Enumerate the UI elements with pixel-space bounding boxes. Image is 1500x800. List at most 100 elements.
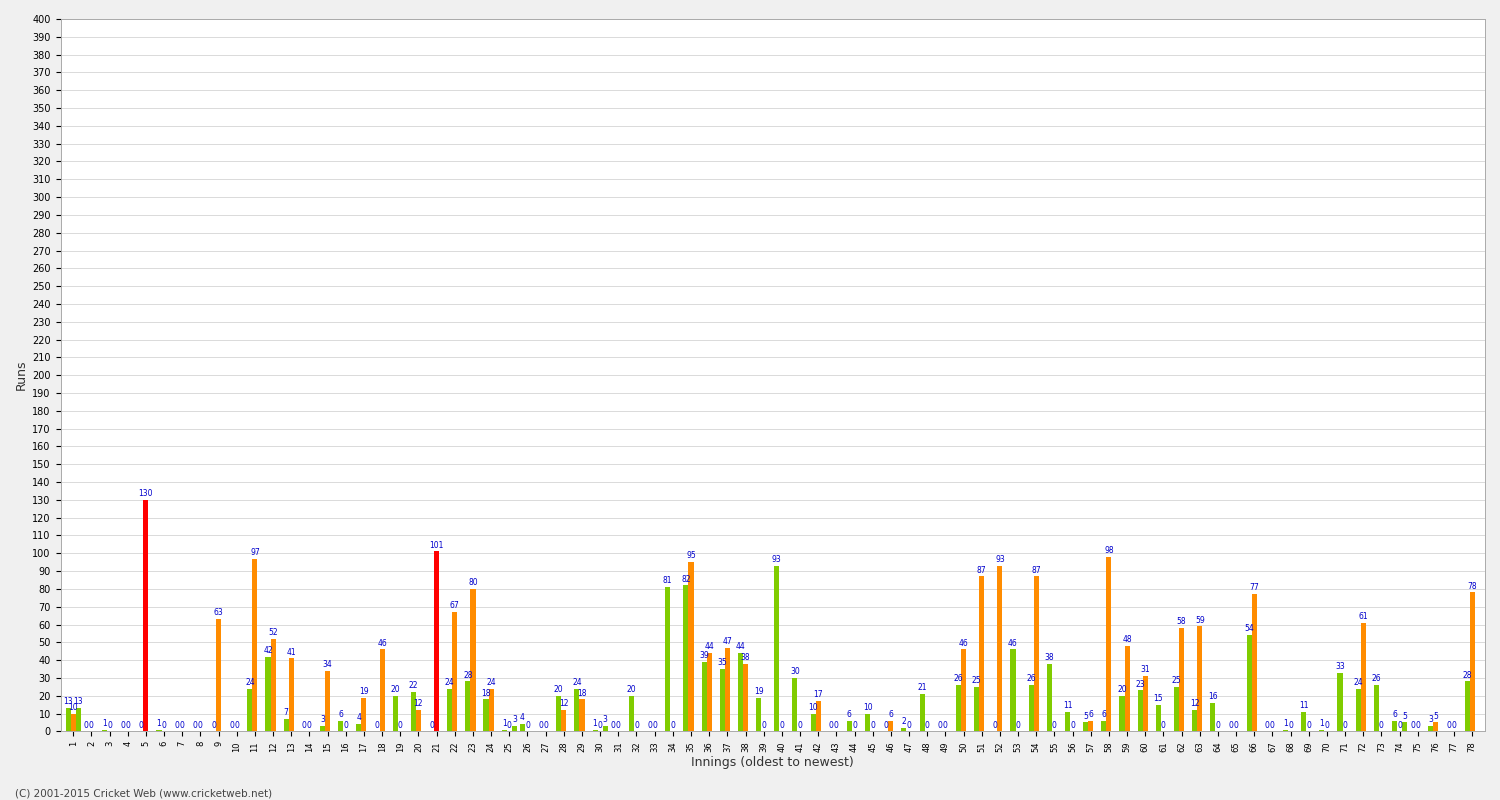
Bar: [70, 714, 76, 731]
Bar: [574, 689, 579, 731]
Bar: [270, 638, 276, 731]
Bar: [756, 698, 760, 731]
Text: 93: 93: [772, 555, 782, 564]
Text: 0: 0: [1410, 721, 1414, 730]
Bar: [1192, 710, 1197, 731]
Text: 26: 26: [1026, 674, 1036, 683]
Text: 0: 0: [760, 721, 766, 730]
Text: 87: 87: [1032, 566, 1041, 574]
Text: 19: 19: [358, 686, 369, 696]
Text: 0: 0: [538, 721, 543, 730]
Text: 0: 0: [798, 721, 802, 730]
Text: 47: 47: [723, 637, 732, 646]
Text: 26: 26: [1371, 674, 1382, 683]
Text: 2: 2: [902, 717, 906, 726]
Bar: [974, 687, 980, 731]
Text: 11: 11: [1062, 701, 1072, 710]
Text: 15: 15: [1154, 694, 1162, 703]
Text: 0: 0: [211, 721, 216, 730]
Text: 77: 77: [1250, 583, 1258, 593]
Text: 13: 13: [74, 698, 82, 706]
Text: 4: 4: [520, 714, 525, 722]
Bar: [1251, 594, 1257, 731]
Bar: [357, 724, 362, 731]
Text: 28: 28: [1462, 670, 1472, 680]
Text: 20: 20: [627, 685, 636, 694]
Bar: [579, 699, 585, 731]
Bar: [102, 730, 106, 731]
Text: 59: 59: [1196, 615, 1204, 625]
Bar: [1101, 721, 1107, 731]
Bar: [452, 612, 458, 731]
Text: 0: 0: [634, 721, 639, 730]
Bar: [684, 586, 688, 731]
Text: 1: 1: [156, 718, 162, 728]
Text: 24: 24: [446, 678, 454, 687]
Text: 7: 7: [284, 708, 288, 717]
Bar: [998, 566, 1002, 731]
Text: 0: 0: [106, 721, 112, 730]
Text: 20: 20: [1118, 685, 1126, 694]
Text: 0: 0: [1342, 721, 1347, 730]
Text: 0: 0: [126, 721, 130, 730]
Text: 67: 67: [450, 602, 459, 610]
Text: 38: 38: [1044, 653, 1054, 662]
Bar: [1174, 687, 1179, 731]
Text: 24: 24: [572, 678, 582, 687]
Text: 0: 0: [194, 721, 198, 730]
Text: 0: 0: [597, 721, 603, 730]
Text: 31: 31: [1140, 666, 1150, 674]
Bar: [1338, 673, 1342, 731]
Text: 61: 61: [1359, 612, 1368, 621]
Text: 98: 98: [1104, 546, 1113, 555]
Text: 46: 46: [376, 638, 387, 648]
Bar: [888, 721, 894, 731]
Bar: [1282, 730, 1288, 731]
Text: 0: 0: [938, 721, 942, 730]
Bar: [66, 708, 70, 731]
Text: 16: 16: [1208, 692, 1218, 701]
Text: (C) 2001-2015 Cricket Web (www.cricketweb.net): (C) 2001-2015 Cricket Web (www.cricketwe…: [15, 788, 272, 798]
Text: 24: 24: [486, 678, 496, 687]
Text: 0: 0: [1446, 721, 1452, 730]
Bar: [1300, 712, 1306, 731]
Text: 44: 44: [735, 642, 746, 651]
Bar: [738, 653, 742, 731]
Text: 22: 22: [408, 682, 419, 690]
Text: 0: 0: [1228, 721, 1233, 730]
Text: 0: 0: [174, 721, 180, 730]
Bar: [326, 671, 330, 731]
Text: 5: 5: [1402, 712, 1407, 721]
Text: 10: 10: [808, 702, 818, 712]
Text: 1: 1: [503, 718, 507, 728]
Bar: [1392, 721, 1396, 731]
Bar: [1246, 635, 1251, 731]
Bar: [1083, 722, 1088, 731]
Bar: [144, 500, 148, 731]
Bar: [1470, 593, 1474, 731]
Text: 3: 3: [512, 715, 518, 724]
Bar: [980, 577, 984, 731]
Bar: [792, 678, 798, 731]
Bar: [1029, 685, 1033, 731]
Bar: [156, 730, 162, 731]
Bar: [483, 699, 489, 731]
Text: 6: 6: [1392, 710, 1396, 719]
Bar: [1047, 664, 1052, 731]
Text: 24: 24: [244, 678, 255, 687]
Bar: [447, 689, 452, 731]
Bar: [1356, 689, 1360, 731]
Text: 0: 0: [1052, 721, 1058, 730]
Text: 20: 20: [390, 685, 400, 694]
Bar: [628, 696, 634, 731]
Bar: [810, 714, 816, 731]
Text: 0: 0: [1070, 721, 1076, 730]
Text: 25: 25: [972, 676, 981, 685]
Text: 6: 6: [1101, 710, 1106, 719]
Bar: [501, 730, 507, 731]
Text: 28: 28: [464, 670, 472, 680]
Text: 6: 6: [338, 710, 344, 719]
Text: 78: 78: [1467, 582, 1478, 590]
Text: 130: 130: [138, 489, 153, 498]
Bar: [411, 692, 416, 731]
